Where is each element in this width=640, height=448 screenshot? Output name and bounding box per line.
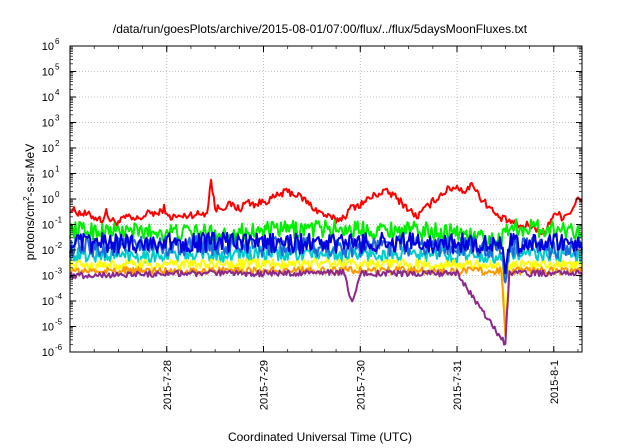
- y-tick-label: 10: [42, 296, 54, 308]
- y-tick-label: 10: [42, 118, 54, 130]
- y-tick-label: 10: [42, 322, 54, 334]
- y-tick-exponent: 6: [55, 37, 60, 46]
- y-tick-exponent: -3: [55, 267, 63, 276]
- series-layer: [69, 178, 583, 346]
- y-tick-exponent: 0: [55, 190, 60, 199]
- x-tick-label: 2015-7-28: [162, 360, 174, 410]
- y-tick-exponent: 1: [55, 165, 60, 174]
- y-tick-label: 10: [42, 245, 54, 257]
- y-axis-title: protons/cm2-s-sr-MeV: [22, 143, 37, 261]
- y-tick-exponent: -4: [55, 292, 63, 301]
- y-tick-exponent: -2: [55, 241, 63, 250]
- y-tick-label: 10: [42, 220, 54, 232]
- y-tick-exponent: 3: [55, 114, 60, 123]
- grid-layer: [70, 46, 582, 352]
- y-tick-label: 10: [42, 347, 54, 359]
- y-tick-label: 10: [42, 169, 54, 181]
- series-line: [69, 178, 583, 236]
- tick-layer: 10 -610 -510 -410 -310 -210 -110 010 110 210 310 41…: [42, 37, 582, 410]
- y-tick-label: 10: [42, 194, 54, 206]
- x-tick-label: 2015-7-30: [355, 360, 367, 410]
- y-tick-label: 10: [42, 271, 54, 283]
- y-tick-exponent: -5: [55, 318, 63, 327]
- chart-title: /data/run/goesPlots/archive/2015-08-01/0…: [112, 22, 528, 36]
- y-tick-exponent: 4: [55, 88, 60, 97]
- y-tick-label: 10: [42, 41, 54, 53]
- y-tick-label: 10: [42, 67, 54, 79]
- y-tick-exponent: 2: [55, 139, 60, 148]
- y-tick-exponent: -6: [55, 343, 63, 352]
- series-line: [69, 231, 583, 275]
- x-axis-title: Coordinated Universal Time (UTC): [227, 430, 413, 444]
- y-tick-exponent: 5: [55, 63, 60, 72]
- series-line: [69, 268, 583, 346]
- x-tick-label: 2015-7-31: [452, 360, 464, 410]
- x-tick-label: 2015-7-29: [259, 360, 271, 410]
- y-tick-exponent: -1: [55, 216, 63, 225]
- y-tick-label: 10: [42, 92, 54, 104]
- x-tick-label: 2015-8-1: [549, 360, 561, 404]
- y-tick-label: 10: [42, 143, 54, 155]
